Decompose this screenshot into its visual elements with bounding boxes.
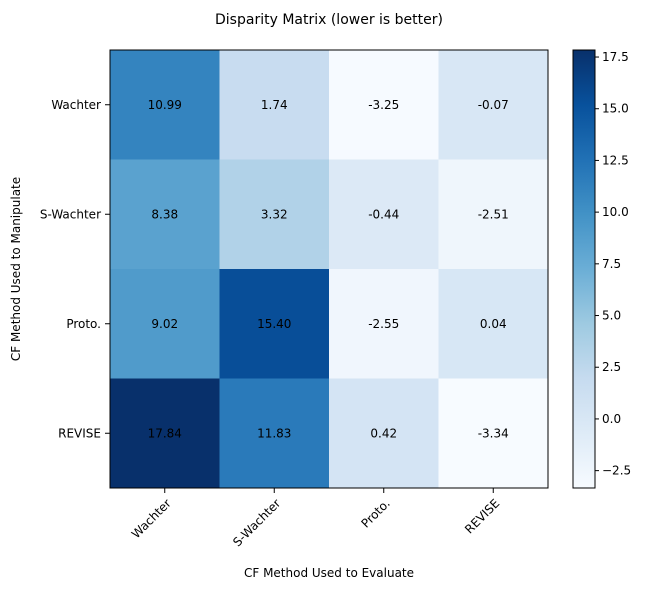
- colorbar-tick-label: 0.0: [602, 412, 621, 426]
- colorbar-tick-label: 2.5: [602, 360, 621, 374]
- heatmap-cell: [219, 378, 330, 489]
- x-tick-label: Wachter: [129, 496, 174, 541]
- cell-value-label: -0.44: [368, 207, 399, 221]
- cell-value-label: 10.99: [148, 98, 182, 112]
- y-axis-ticks: Wachter S-Wachter Proto. REVISE: [40, 98, 110, 440]
- chart-title: Disparity Matrix (lower is better): [215, 12, 443, 28]
- colorbar-tick-label: 15.0: [602, 102, 629, 116]
- x-tick-label: REVISE: [462, 496, 502, 536]
- cell-value-label: -3.25: [368, 98, 399, 112]
- heatmap-cell: [438, 50, 549, 160]
- heatmap-cell-labels: 10.99 1.74 -3.25 -0.07 8.38 3.32 -0.44 -2.51 9.0…: [148, 98, 509, 441]
- colorbar-ticks: −2.5 0.0 2.5 5.0 7.5 10.0 12.5 15.0 17.5: [595, 50, 631, 478]
- heatmap-cell: [329, 159, 439, 270]
- plot-frame: [109, 49, 549, 489]
- heatmap-cell: [329, 269, 439, 379]
- y-tick-label: REVISE: [58, 426, 101, 440]
- colorbar-tick-label: 12.5: [602, 153, 629, 167]
- y-tick-label: Wachter: [51, 98, 101, 112]
- cell-value-label: 1.74: [261, 98, 288, 112]
- cell-value-label: -2.51: [478, 207, 509, 221]
- y-tick-label: S-Wachter: [40, 207, 101, 221]
- heatmap-cells: [110, 50, 549, 489]
- cell-value-label: 0.04: [480, 317, 507, 331]
- colorbar-tick-label: −2.5: [602, 464, 631, 478]
- cell-value-label: 9.02: [151, 317, 178, 331]
- heatmap-cell: [110, 50, 220, 160]
- y-axis-label: CF Method Used to Manipulate: [9, 177, 23, 361]
- cell-value-label: -0.07: [478, 98, 509, 112]
- x-tick-label: Proto.: [358, 496, 392, 530]
- x-tick-label: S-Wachter: [230, 496, 283, 549]
- colorbar-tick-label: 5.0: [602, 309, 621, 323]
- cell-value-label: 8.38: [151, 207, 178, 221]
- colorbar-tick-label: 7.5: [602, 257, 621, 271]
- heatmap-cell: [219, 269, 330, 379]
- x-axis-label: CF Method Used to Evaluate: [244, 566, 414, 580]
- colorbar: [572, 49, 596, 489]
- colorbar-tick-label: 17.5: [602, 50, 629, 64]
- heatmap-cell: [219, 159, 330, 270]
- cell-value-label: -2.55: [368, 317, 399, 331]
- x-axis-ticks: Wachter S-Wachter Proto. REVISE: [129, 488, 502, 549]
- heatmap-cell: [110, 269, 220, 379]
- heatmap-cell: [329, 378, 439, 489]
- y-tick-label: Proto.: [66, 317, 101, 331]
- heatmap-cell: [438, 378, 549, 489]
- cell-value-label: 3.32: [261, 207, 288, 221]
- cell-value-label: 11.83: [257, 426, 291, 440]
- cell-value-label: 15.40: [257, 317, 291, 331]
- heatmap-cell: [110, 159, 220, 270]
- heatmap-cell: [329, 50, 439, 160]
- heatmap-cell: [219, 50, 330, 160]
- colorbar-tick-label: 10.0: [602, 205, 629, 219]
- heatmap-cell: [438, 269, 549, 379]
- cell-value-label: 0.42: [370, 426, 397, 440]
- cell-value-label: 17.84: [148, 426, 182, 440]
- heatmap-cell: [438, 159, 549, 270]
- cell-value-label: -3.34: [478, 426, 509, 440]
- heatmap-cell: [110, 378, 220, 489]
